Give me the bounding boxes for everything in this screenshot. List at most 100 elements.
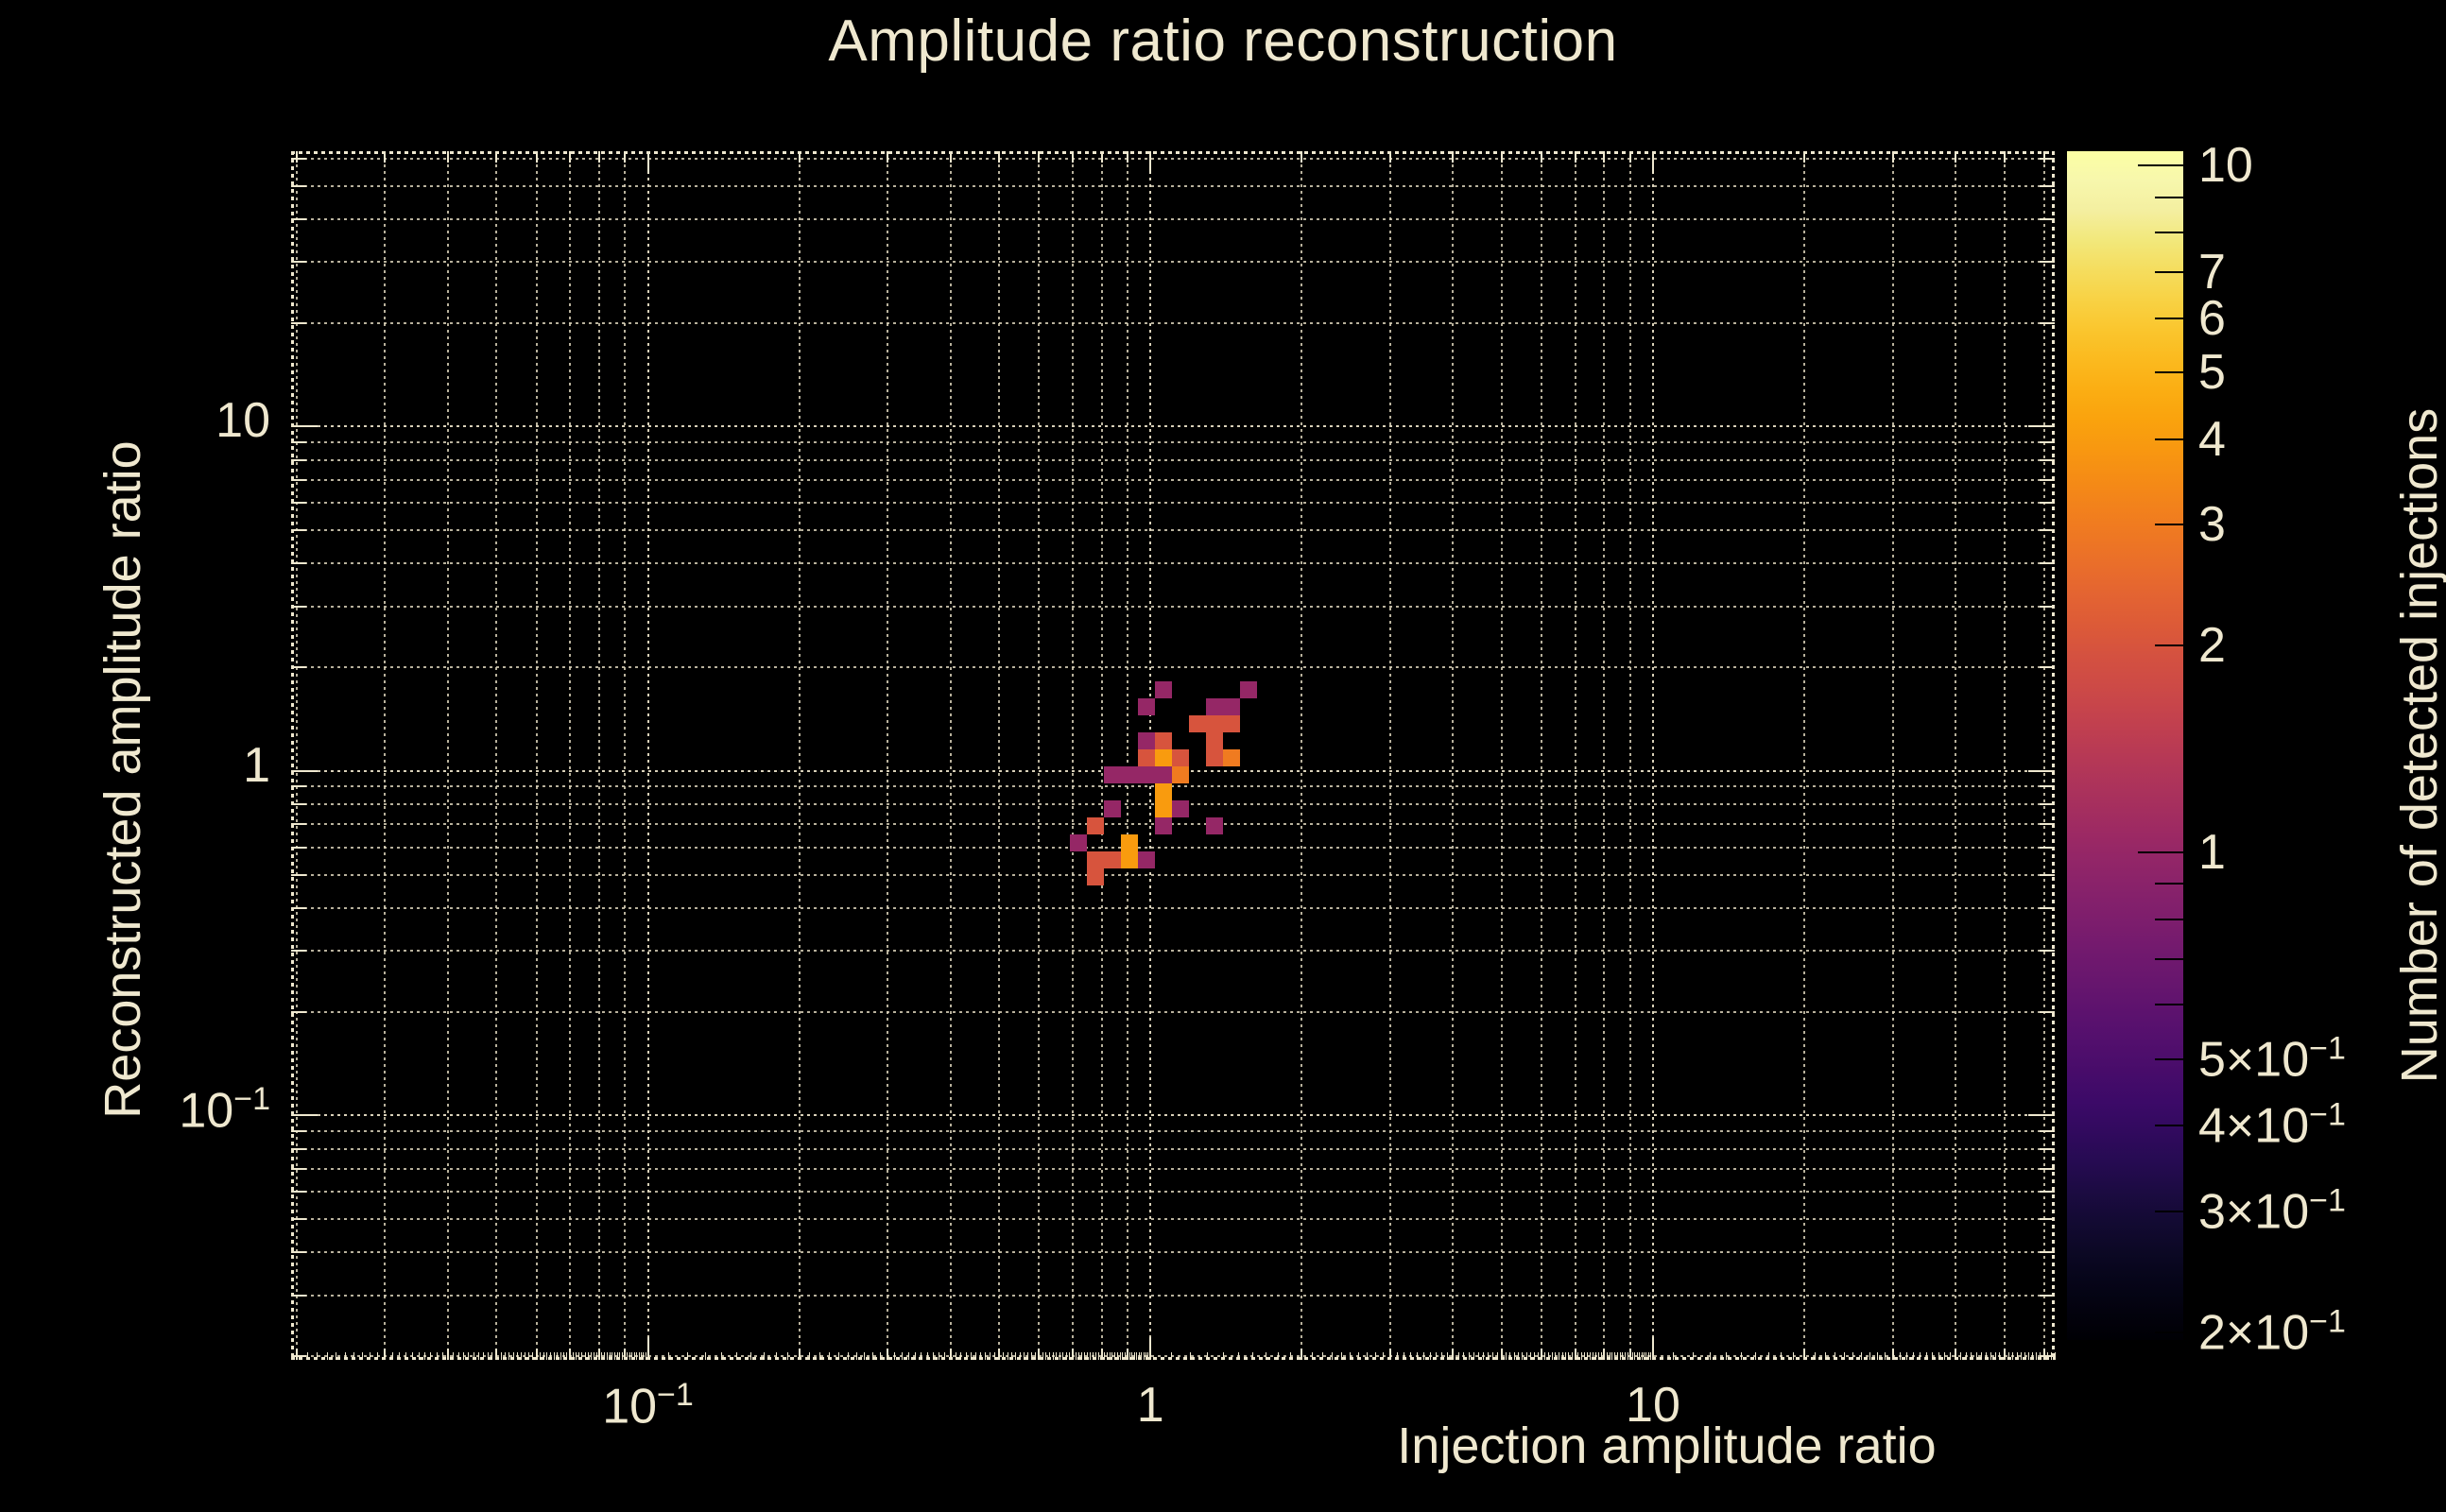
x-axis-subtick	[453, 1352, 455, 1360]
x-axis-subtick	[1059, 1352, 1060, 1360]
x-axis-subtick	[1423, 1352, 1425, 1360]
x-axis-subtick	[566, 1352, 568, 1360]
x-axis-subtick	[1019, 1352, 1021, 1360]
x-axis-subtick	[1509, 1352, 1511, 1360]
x-axis-subtick	[1999, 1352, 2001, 1360]
x-axis-subtick	[1011, 1352, 1013, 1360]
x-axis-subtick	[829, 1352, 831, 1360]
y-axis-tick	[291, 1129, 306, 1132]
x-axis-subtick	[1397, 1352, 1398, 1360]
x-axis-subtick	[1955, 1352, 1956, 1360]
y-axis-tick-right	[2040, 458, 2055, 461]
x-axis-subtick	[2050, 1352, 2052, 1360]
x-axis-subtick	[1634, 1352, 1636, 1360]
x-axis-subtick	[361, 1352, 363, 1360]
grid-line-horizontal	[291, 502, 2055, 505]
y-axis-tick-right	[2040, 1191, 2055, 1194]
y-axis-tick-right	[2040, 478, 2055, 481]
x-axis-subtick	[1949, 1352, 1951, 1360]
colorbar-tick-label-4: 4	[2198, 411, 2226, 467]
x-axis-subtick	[1491, 1352, 1493, 1360]
x-axis-subtick	[1015, 1352, 1017, 1360]
x-axis-subtick	[1913, 1352, 1915, 1360]
colorbar-tick-label-11: 2×10−1	[2198, 1303, 2346, 1361]
x-axis-subtick	[1598, 1352, 1600, 1360]
x-axis-subtick	[1138, 1352, 1140, 1360]
x-axis-subtick	[901, 1352, 903, 1360]
y-axis-tick-right	[2040, 666, 2055, 669]
x-axis-subtick	[1056, 1352, 1058, 1360]
x-axis-subtick	[1136, 1352, 1138, 1360]
x-axis-subtick	[627, 1352, 629, 1360]
x-axis-tick-top	[798, 151, 801, 163]
x-axis-subtick	[2036, 1352, 2038, 1360]
y-axis-tick-right	[2040, 1294, 2055, 1297]
x-axis-subtick	[1906, 1352, 1908, 1360]
x-axis-subtick	[1971, 1352, 1972, 1360]
x-axis-subtick	[1077, 1352, 1079, 1360]
x-axis-subtick	[1147, 1352, 1149, 1360]
x-axis-subtick	[1631, 1352, 1633, 1360]
x-axis-subtick	[560, 1352, 561, 1360]
x-axis-subtick	[1332, 1352, 1334, 1360]
colorbar-tick	[2155, 644, 2183, 647]
x-axis-subtick	[504, 1352, 506, 1360]
y-axis-tick	[291, 1114, 318, 1117]
x-axis-subtick	[1382, 1352, 1384, 1360]
x-axis-subtick	[477, 1352, 479, 1360]
x-axis-subtick	[606, 1352, 608, 1360]
x-axis-subtick	[2016, 1352, 2018, 1360]
x-axis-subtick	[1636, 1352, 1638, 1360]
heatmap-cell	[1104, 800, 1121, 817]
colorbar-tick	[2155, 1211, 2183, 1213]
y-axis-tick	[291, 261, 306, 264]
x-axis-subtick	[1624, 1352, 1626, 1360]
grid-line-vertical	[1541, 151, 1542, 1360]
x-axis-subtick	[532, 1352, 534, 1360]
grid-line-vertical	[384, 151, 387, 1360]
y-axis-tick	[291, 785, 306, 788]
grid-line-vertical	[1100, 151, 1103, 1360]
y-axis-title: Reconstructed amplitude ratio	[95, 440, 151, 1119]
colorbar-tick	[2155, 1125, 2183, 1127]
y-axis-tick-right	[2040, 184, 2055, 187]
x-axis-subtick	[424, 1352, 426, 1360]
x-axis-subtick	[1084, 1352, 1086, 1360]
y-axis-tick	[291, 1251, 306, 1254]
y-axis-tick-right	[2040, 803, 2055, 806]
colorbar-tick-label-9: 4×10−1	[2198, 1096, 2346, 1154]
x-axis-tick-top	[1038, 151, 1041, 163]
y-axis-tick	[291, 605, 306, 608]
x-axis-subtick	[1478, 1352, 1480, 1360]
heatmap-cell	[1155, 681, 1172, 698]
x-axis-subtick	[543, 1352, 544, 1360]
x-axis-subtick	[539, 1352, 541, 1360]
y-axis-tick-right	[2040, 321, 2055, 324]
x-axis-subtick	[457, 1352, 459, 1360]
x-axis-subtick	[581, 1352, 583, 1360]
heatmap-cell	[1104, 766, 1121, 783]
x-axis-subtick	[1052, 1352, 1054, 1360]
grid-line-vertical	[535, 151, 538, 1360]
grid-line-vertical	[2042, 151, 2045, 1360]
grid-line-vertical	[2003, 151, 2006, 1360]
grid-line-horizontal	[291, 458, 2055, 461]
grid-line-horizontal	[291, 157, 2055, 160]
y-axis-tick	[291, 217, 306, 220]
x-axis-subtick	[1124, 1352, 1126, 1360]
x-axis-tick-top	[1071, 151, 1074, 163]
x-axis-subtick	[562, 1352, 564, 1360]
x-axis-subtick	[576, 1352, 577, 1360]
x-axis-subtick	[907, 1352, 909, 1360]
x-axis-subtick	[1726, 1352, 1728, 1360]
x-axis-tick-top	[1126, 151, 1128, 163]
colorbar-tick-label-7: 1	[2198, 825, 2226, 881]
heatmap-cells	[291, 151, 2055, 1360]
x-axis-subtick	[1069, 1352, 1071, 1360]
x-axis-subtick	[1106, 1352, 1108, 1360]
x-axis-subtick	[1435, 1352, 1437, 1360]
x-axis-subtick	[1595, 1352, 1597, 1360]
grid-line-horizontal	[291, 217, 2055, 220]
grid-line-horizontal	[291, 950, 2055, 953]
x-axis-subtick	[1590, 1352, 1592, 1360]
